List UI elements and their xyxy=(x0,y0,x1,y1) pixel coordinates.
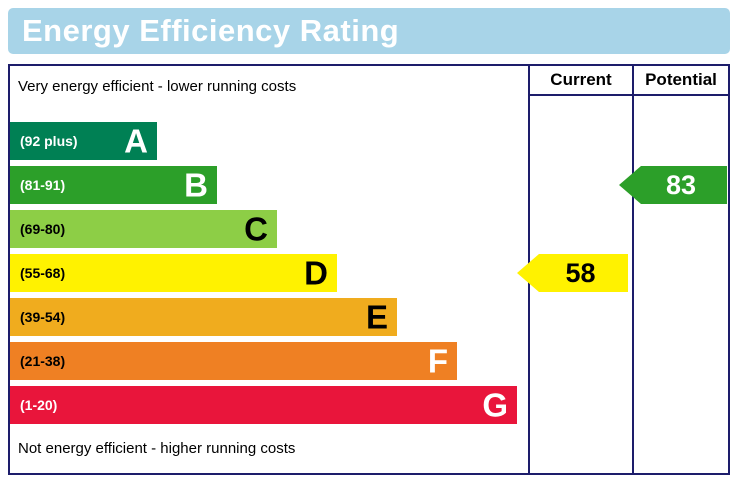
band-row-f: (21-38) F xyxy=(10,342,728,380)
band-letter-a: A xyxy=(124,122,148,160)
band-row-a: (92 plus) A xyxy=(10,122,728,160)
rating-chart: Current Potential Very energy efficient … xyxy=(8,64,730,475)
band-row-d: (55-68) D xyxy=(10,254,728,292)
band-bar-g: (1-20) G xyxy=(10,386,517,424)
caption-not-efficient: Not energy efficient - higher running co… xyxy=(18,440,296,457)
band-range-e: (39-54) xyxy=(20,309,66,325)
band-letter-d: D xyxy=(304,254,328,292)
band-letter-c: C xyxy=(244,210,268,248)
band-range-c: (69-80) xyxy=(20,221,66,237)
band-range-b: (81-91) xyxy=(20,177,66,193)
potential-rating-value: 83 xyxy=(665,169,697,200)
band-range-g: (1-20) xyxy=(20,397,58,413)
band-letter-f: F xyxy=(427,342,448,380)
current-column-header: Current xyxy=(530,66,632,96)
current-rating-value: 58 xyxy=(565,257,596,288)
chart-title-bar: Energy Efficiency Rating xyxy=(8,8,730,54)
potential-rating-arrow: 83 xyxy=(619,166,727,204)
rating-bands: (92 plus) A (81-91) B (69-80) C (55-68) xyxy=(10,122,728,430)
band-letter-e: E xyxy=(365,298,388,336)
potential-column-header: Potential xyxy=(634,66,728,96)
band-bar-b: (81-91) B xyxy=(10,166,217,204)
caption-efficient: Very energy efficient - lower running co… xyxy=(18,78,297,95)
band-range-a: (92 plus) xyxy=(20,133,78,149)
band-bar-c: (69-80) C xyxy=(10,210,277,248)
band-range-d: (55-68) xyxy=(20,265,66,281)
band-row-g: (1-20) G xyxy=(10,386,728,424)
chart-title: Energy Efficiency Rating xyxy=(22,13,400,48)
band-row-c: (69-80) C xyxy=(10,210,728,248)
band-letter-b: B xyxy=(184,166,208,204)
band-range-f: (21-38) xyxy=(20,353,66,369)
band-bar-a: (92 plus) A xyxy=(10,122,157,160)
current-rating-arrow: 58 xyxy=(517,254,628,292)
potential-column-divider xyxy=(632,66,634,473)
band-bar-e: (39-54) E xyxy=(10,298,397,336)
band-bar-d: (55-68) D xyxy=(10,254,337,292)
band-letter-g: G xyxy=(482,386,508,424)
band-row-b: (81-91) B xyxy=(10,166,728,204)
band-bar-f: (21-38) F xyxy=(10,342,457,380)
band-row-e: (39-54) E xyxy=(10,298,728,336)
